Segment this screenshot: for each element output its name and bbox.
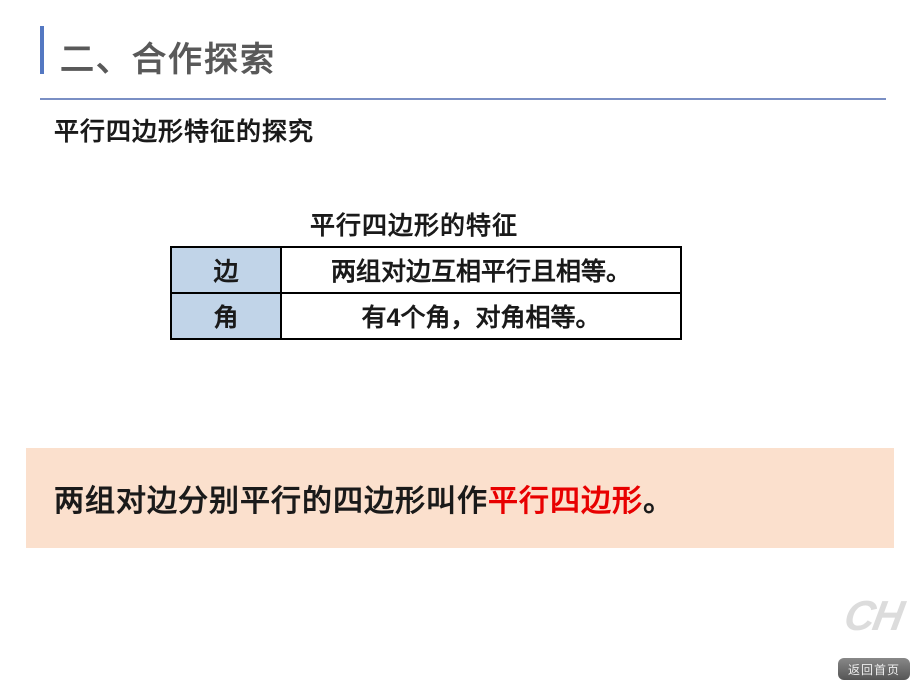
table-label-cell: 角 — [171, 293, 281, 339]
table-value-cell: 有4个角，对角相等。 — [281, 293, 681, 339]
subtitle: 平行四边形特征的探究 — [54, 112, 314, 148]
title-underline — [40, 98, 886, 100]
definition-prefix: 两组对边分别平行的四边形叫作 — [54, 485, 488, 518]
table-row: 边 两组对边互相平行且相等。 — [171, 247, 681, 293]
table-label-cell: 边 — [171, 247, 281, 293]
table-value-cell: 两组对边互相平行且相等。 — [281, 247, 681, 293]
watermark: CH — [841, 592, 906, 640]
definition-callout: 两组对边分别平行的四边形叫作平行四边形。 — [26, 448, 894, 548]
title-accent-bar — [40, 26, 44, 74]
definition-text: 两组对边分别平行的四边形叫作平行四边形。 — [54, 476, 674, 520]
table-row: 角 有4个角，对角相等。 — [171, 293, 681, 339]
back-home-button[interactable]: 返回首页 — [838, 658, 910, 680]
definition-highlight: 平行四边形 — [488, 485, 643, 518]
table-caption: 平行四边形的特征 — [310, 206, 518, 242]
features-table: 边 两组对边互相平行且相等。 角 有4个角，对角相等。 — [170, 246, 682, 340]
definition-suffix: 。 — [643, 485, 674, 518]
section-title: 二、合作探索 — [60, 32, 276, 81]
